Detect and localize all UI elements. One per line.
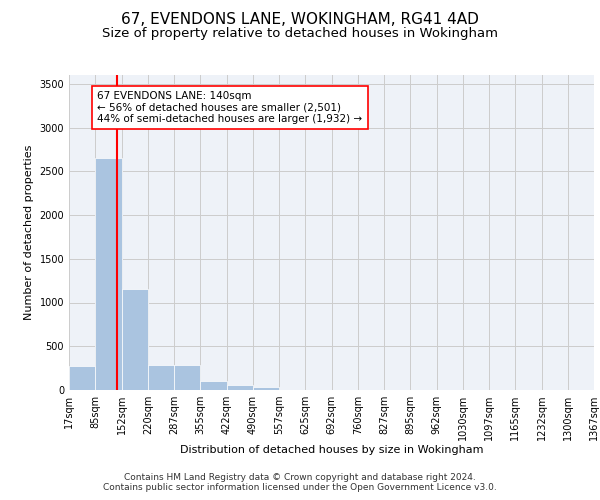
Bar xyxy=(174,364,200,390)
Bar xyxy=(95,158,121,390)
Bar xyxy=(227,385,253,390)
Text: 67, EVENDONS LANE, WOKINGHAM, RG41 4AD: 67, EVENDONS LANE, WOKINGHAM, RG41 4AD xyxy=(121,12,479,28)
Bar xyxy=(69,366,95,390)
Text: 67 EVENDONS LANE: 140sqm
← 56% of detached houses are smaller (2,501)
44% of sem: 67 EVENDONS LANE: 140sqm ← 56% of detach… xyxy=(97,91,362,124)
Bar xyxy=(200,381,227,390)
Bar xyxy=(148,364,174,390)
X-axis label: Distribution of detached houses by size in Wokingham: Distribution of detached houses by size … xyxy=(180,444,483,454)
Text: Contains HM Land Registry data © Crown copyright and database right 2024.
Contai: Contains HM Land Registry data © Crown c… xyxy=(103,473,497,492)
Y-axis label: Number of detached properties: Number of detached properties xyxy=(24,145,34,320)
Bar xyxy=(253,386,279,390)
Text: Size of property relative to detached houses in Wokingham: Size of property relative to detached ho… xyxy=(102,28,498,40)
Bar xyxy=(121,290,148,390)
